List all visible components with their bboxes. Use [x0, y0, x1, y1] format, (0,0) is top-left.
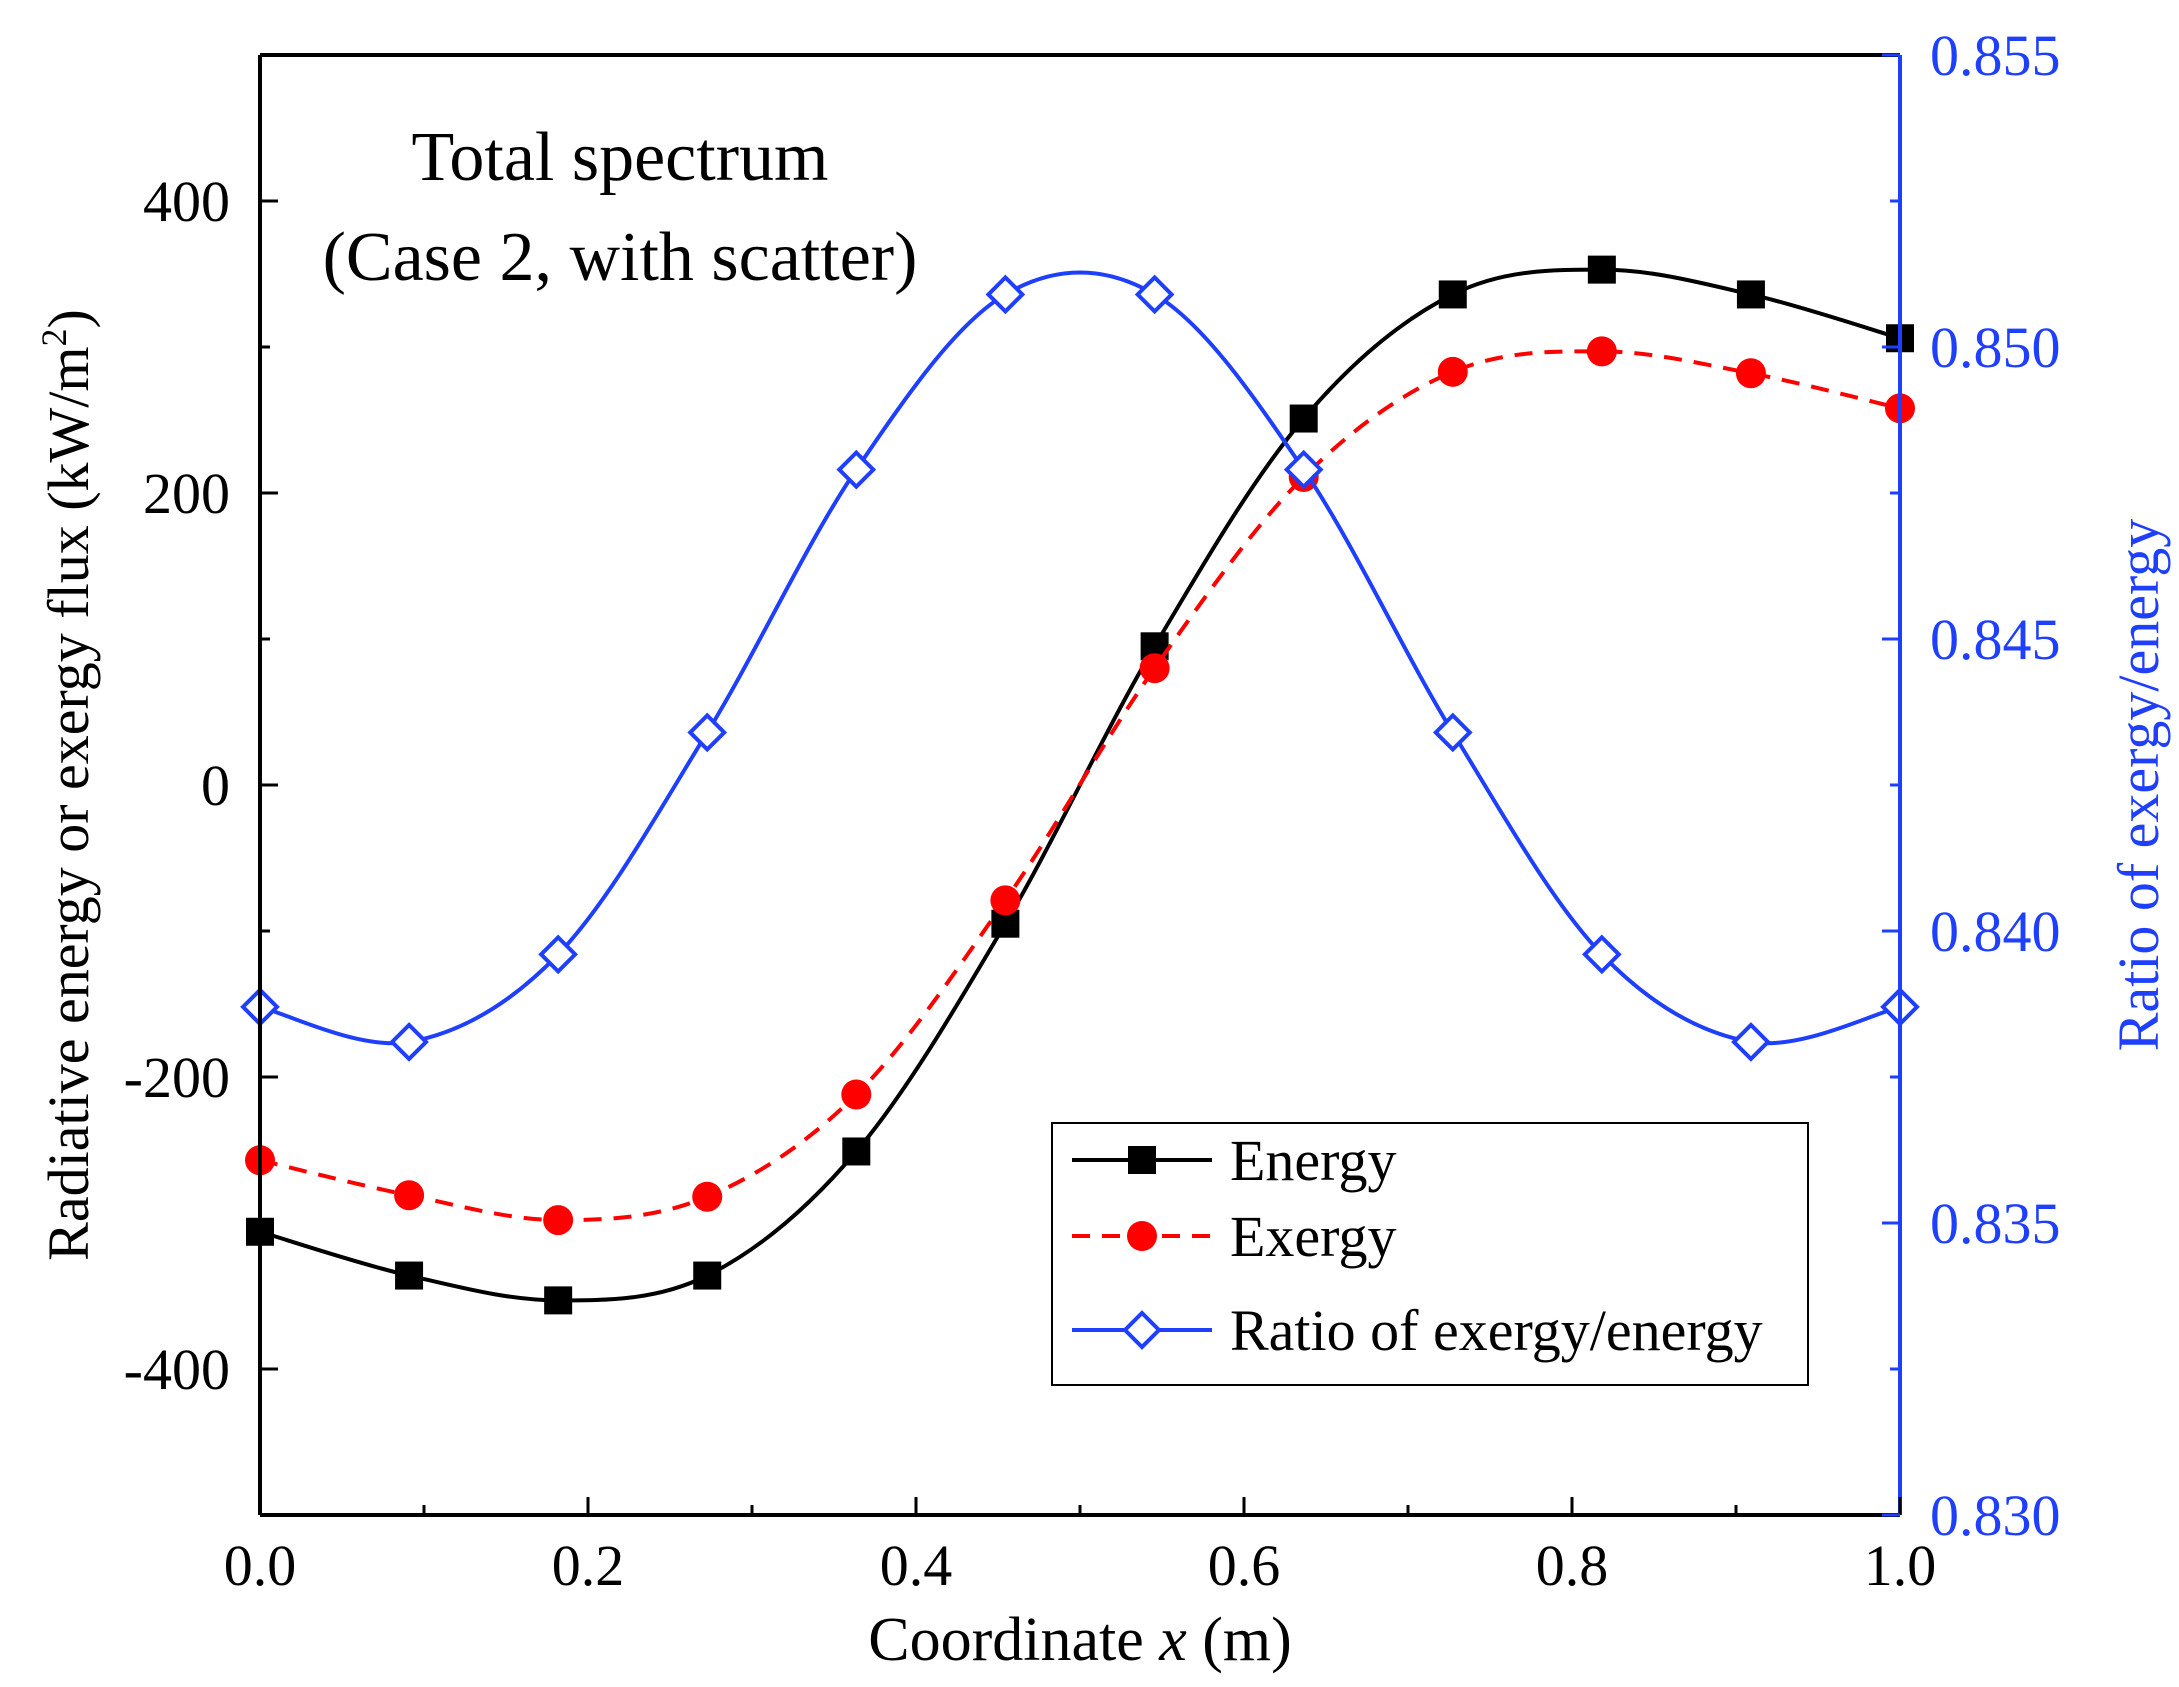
data-point — [1134, 274, 1175, 315]
y-axis-right-label: Ratio of exergy/energy — [2106, 519, 2171, 1052]
data-point — [985, 274, 1026, 315]
chart-title-line2: (Case 2, with scatter) — [323, 219, 918, 296]
y-right-tick-label: 0.835 — [1930, 1191, 2061, 1256]
data-point — [1289, 404, 1318, 433]
data-point — [692, 1181, 723, 1212]
data-point — [394, 1180, 425, 1211]
data-point — [1283, 449, 1324, 490]
data-point — [544, 1286, 573, 1315]
legend-marker — [1127, 1221, 1157, 1251]
x-axis-label-prefix: Coordinate — [868, 1606, 1159, 1674]
y-left-tick-label: 200 — [143, 461, 230, 526]
legend-label: Ratio of exergy/energy — [1230, 1298, 1763, 1363]
x-tick-label: 0.2 — [552, 1533, 625, 1598]
legend-marker — [1122, 1310, 1162, 1350]
y-left-tick-label: -400 — [124, 1337, 230, 1402]
data-point — [1731, 1022, 1771, 1062]
data-point — [1582, 934, 1622, 975]
legend-items: Energy Exergy Ratio of exergy/energy — [1072, 1128, 1763, 1363]
legend-label: Energy — [1230, 1128, 1396, 1193]
y-right-tick-label: 0.830 — [1930, 1483, 2061, 1548]
data-point — [1438, 280, 1467, 309]
x-tick-label: 0.8 — [1536, 1533, 1609, 1598]
y-right-tick-label: 0.840 — [1930, 899, 2061, 964]
y-axis-left-label: Radiative energy or exergy flux (kW/m2) — [34, 309, 101, 1261]
legend-item: Exergy — [1072, 1204, 1396, 1269]
x-axis-label: Coordinate x (m) — [868, 1606, 1292, 1674]
y-axis-left-label-sup: 2 — [34, 329, 74, 347]
legend-box — [1051, 1122, 1809, 1386]
tick-layer: 0.0 0.2 0.4 0.6 0.8 1.0 400 200 0 -200 -400 0.855 0.… — [124, 23, 2061, 1598]
legend-item: Energy — [1072, 1128, 1396, 1193]
y-axis-left-label-main: Radiative energy or exergy flux (kW/m — [36, 347, 101, 1261]
chart-title-line1: Total spectrum — [412, 119, 829, 196]
data-point — [687, 712, 728, 753]
data-point — [836, 449, 877, 490]
y-left-tick-label: 400 — [143, 169, 230, 234]
y-right-tick-label: 0.850 — [1930, 315, 2061, 380]
data-point — [990, 885, 1021, 916]
legend-label: Exergy — [1230, 1204, 1396, 1269]
data-point — [693, 1261, 722, 1290]
series-ratio-of-exergy-energy — [240, 270, 1920, 1062]
x-axis-label-var: x — [1158, 1606, 1187, 1674]
data-point — [842, 1137, 871, 1166]
data-point — [1432, 712, 1473, 753]
y-right-tick-label: 0.855 — [1930, 23, 2061, 88]
x-axis-label-suffix: (m) — [1187, 1606, 1292, 1674]
y-left-tick-label: -200 — [124, 1045, 230, 1110]
data-point — [389, 1022, 429, 1062]
legend-marker — [1128, 1146, 1156, 1174]
legend-item: Ratio of exergy/energy — [1072, 1298, 1763, 1363]
y-right-tick-label: 0.845 — [1930, 607, 2061, 672]
data-point — [1437, 356, 1468, 387]
y-axis-left-label-close: ) — [36, 309, 101, 328]
data-point — [538, 934, 578, 975]
x-tick-label: 1.0 — [1864, 1533, 1937, 1598]
data-point — [1587, 255, 1616, 284]
legend: Energy Exergy Ratio of exergy/energy — [1051, 1122, 1809, 1386]
data-point — [1735, 358, 1766, 389]
data-point — [395, 1261, 424, 1290]
data-point — [1586, 336, 1617, 367]
y-left-tick-label: 0 — [201, 753, 230, 818]
data-point — [543, 1205, 574, 1236]
x-tick-label: 0.6 — [1208, 1533, 1281, 1598]
data-point — [1736, 280, 1765, 309]
x-tick-label: 0.4 — [880, 1533, 953, 1598]
data-point — [1139, 653, 1170, 684]
x-tick-label: 0.0 — [224, 1533, 297, 1598]
data-point — [841, 1079, 872, 1110]
